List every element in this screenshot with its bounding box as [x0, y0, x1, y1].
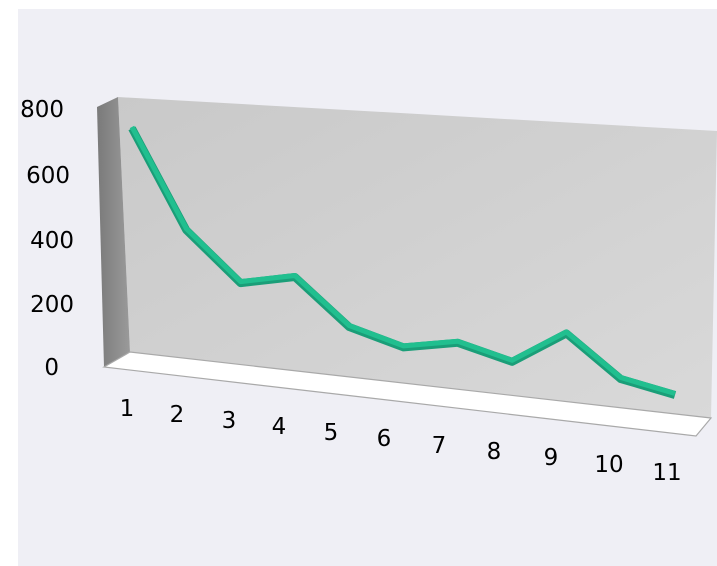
x-tick-label: 8	[487, 439, 502, 465]
y-tick-label: 800	[20, 97, 64, 123]
x-tick-label: 2	[170, 402, 185, 428]
x-tick-label: 4	[272, 414, 287, 440]
x-tick-label: 10	[594, 452, 623, 478]
floor	[102, 351, 713, 437]
x-tick-label: 5	[324, 420, 339, 446]
x-tick-label: 11	[652, 460, 681, 486]
y-tick-label: 200	[30, 292, 74, 318]
y-axis: 0 200 400 600 800	[20, 97, 74, 381]
y-tick-label: 600	[26, 163, 70, 189]
series-group	[128, 125, 677, 399]
x-tick-label: 1	[120, 396, 135, 422]
side-wall	[97, 97, 130, 367]
x-tick-label: 6	[377, 426, 392, 452]
series-line	[129, 125, 676, 396]
x-axis: 1 2 3 4 5 6 7 8 9 10 11	[120, 396, 682, 486]
x-tick-label: 7	[432, 433, 447, 459]
y-tick-label: 400	[30, 228, 74, 254]
x-tick-label: 9	[544, 445, 559, 471]
x-tick-label: 3	[222, 408, 237, 434]
y-tick-label: 0	[44, 355, 59, 381]
